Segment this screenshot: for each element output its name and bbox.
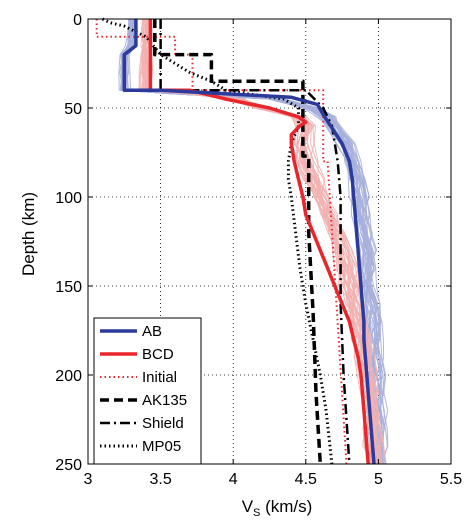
ensemble-lines bbox=[118, 18, 389, 465]
legend-label-ak135: AK135 bbox=[142, 392, 187, 409]
y-tick-label: 250 bbox=[55, 457, 82, 474]
legend-label-mp05: MP05 bbox=[142, 438, 181, 455]
plot-frame bbox=[87, 18, 452, 465]
y-axis-label: Depth (km) bbox=[19, 192, 38, 276]
ensemble-line bbox=[143, 18, 379, 465]
x-axis-label: VS (km/s) bbox=[242, 497, 313, 519]
ensemble-line bbox=[142, 18, 379, 465]
ensemble-line bbox=[119, 18, 383, 465]
y-tick-label: 100 bbox=[55, 190, 82, 207]
y-tick-label: 150 bbox=[55, 279, 82, 296]
model-lines bbox=[95, 17, 376, 465]
x-tick-label: 5.5 bbox=[440, 471, 462, 488]
series-line-ab bbox=[122, 19, 376, 465]
ensemble-line bbox=[141, 18, 385, 465]
legend-label-shield: Shield bbox=[142, 415, 184, 432]
legend-box bbox=[93, 317, 202, 465]
y-tick-label: 200 bbox=[55, 368, 82, 385]
series-line-bcd bbox=[148, 19, 370, 465]
x-axis-label-unit: (km/s) bbox=[260, 497, 312, 516]
series-line-ak135 bbox=[153, 19, 323, 465]
x-tick-label: 3.5 bbox=[149, 471, 171, 488]
y-tick-label: 50 bbox=[64, 101, 82, 118]
x-tick-label: 4.5 bbox=[295, 471, 317, 488]
series-line-initial bbox=[95, 19, 348, 465]
legend-label-ab: AB bbox=[142, 323, 162, 340]
legend: AB BCD Initial AK135 Shield MP05 bbox=[93, 317, 202, 465]
x-tick-label: 3 bbox=[84, 471, 93, 488]
series-line-shield bbox=[159, 19, 351, 465]
legend-items: AB BCD Initial AK135 Shield MP05 bbox=[100, 323, 187, 455]
axis-ticks: 3 3.5 4 4.5 5 5.5 0 50 100 150 200 250 bbox=[55, 12, 462, 488]
x-tick-label: 4 bbox=[229, 471, 238, 488]
x-tick-label: 5 bbox=[374, 471, 383, 488]
series-line-mp05 bbox=[101, 17, 334, 465]
x-axis-label-subscript: S bbox=[253, 507, 260, 519]
legend-label-bcd: BCD bbox=[142, 346, 174, 363]
x-axis-label-main: V bbox=[242, 497, 254, 516]
legend-label-initial: Initial bbox=[142, 369, 177, 386]
y-tick-label: 0 bbox=[73, 12, 82, 29]
